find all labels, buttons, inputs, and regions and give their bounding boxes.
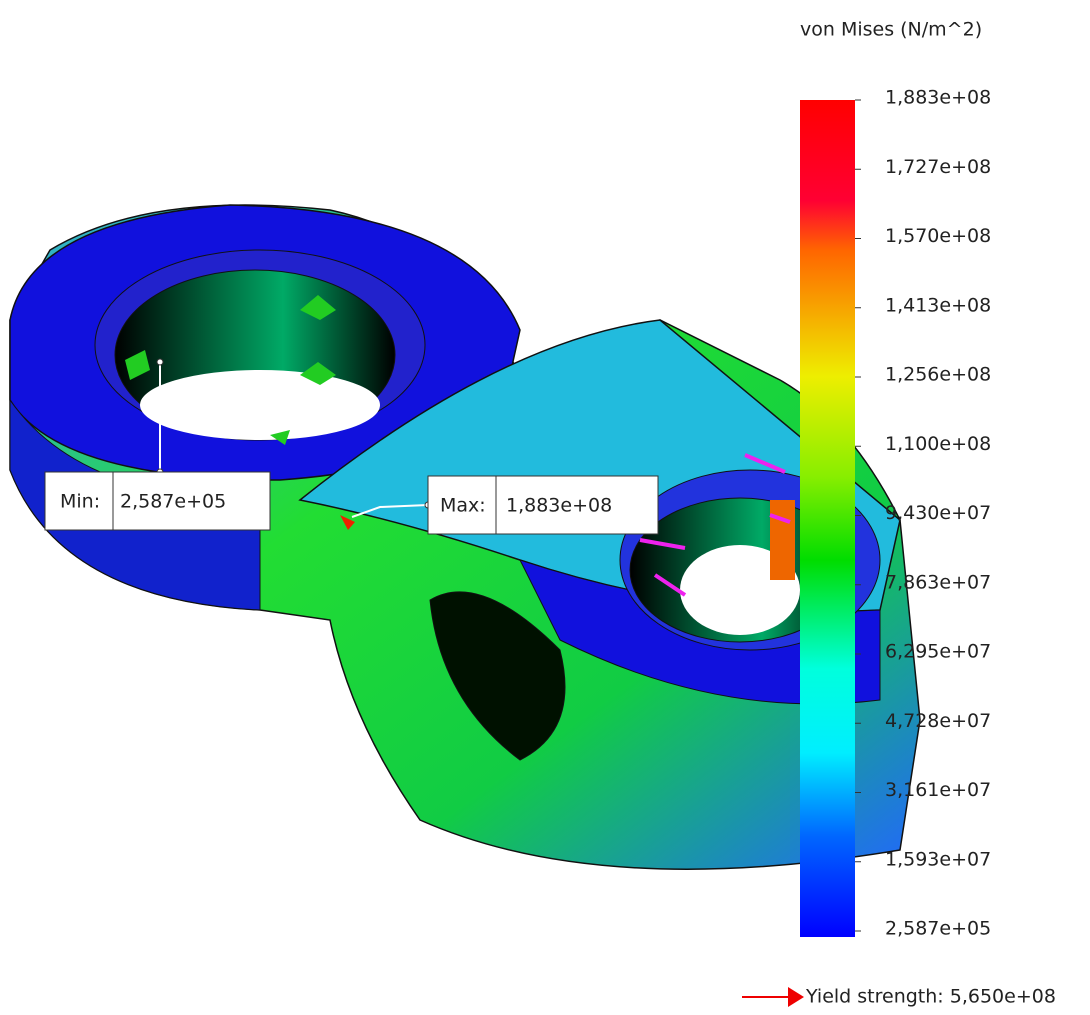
probe-label: Min:	[60, 491, 100, 513]
legend-label: 1,413e+08	[885, 294, 991, 316]
legend-label: 1,570e+08	[885, 225, 991, 247]
yield-text: Yield strength: 5,650e+08	[805, 986, 1056, 1008]
viewport: Min: 2,587e+05 Max: 1,883e+08 von Mises …	[0, 0, 1090, 1011]
probe-label: Max:	[440, 495, 486, 517]
legend-label: 3,161e+07	[885, 779, 991, 801]
max-probe: Max: 1,883e+08	[428, 476, 658, 534]
legend-label: 1,593e+07	[885, 848, 991, 870]
legend-label: 9,430e+07	[885, 502, 991, 524]
legend-label: 4,728e+07	[885, 710, 991, 732]
legend-label: 1,883e+08	[885, 87, 991, 109]
legend-label: 1,256e+08	[885, 364, 991, 386]
probe-value: 1,883e+08	[506, 495, 612, 517]
part-model	[10, 205, 920, 869]
legend-label: 2,587e+05	[885, 918, 991, 940]
legend-label: 1,100e+08	[885, 433, 991, 455]
legend-label: 7,863e+07	[885, 571, 991, 593]
legend-label: 6,295e+07	[885, 641, 991, 663]
legend-label: 1,727e+08	[885, 156, 991, 178]
probe-value: 2,587e+05	[120, 491, 226, 513]
yield-indicator: Yield strength: 5,650e+08	[742, 986, 1056, 1008]
legend-title: von Mises (N/m^2)	[800, 19, 982, 41]
min-probe: Min: 2,587e+05	[45, 472, 270, 530]
color-scale	[800, 100, 855, 937]
